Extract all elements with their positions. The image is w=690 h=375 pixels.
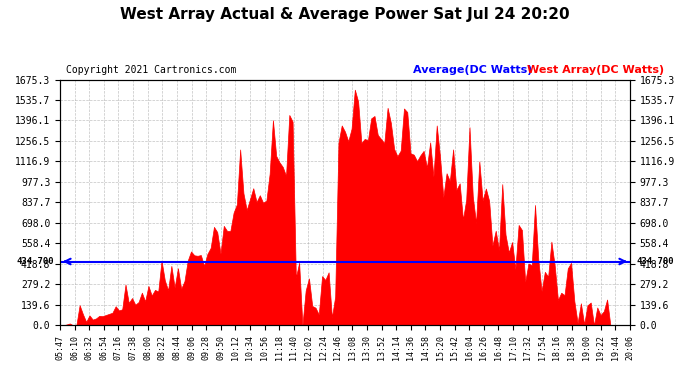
Text: Average(DC Watts): Average(DC Watts) (413, 64, 533, 75)
Text: West Array Actual & Average Power Sat Jul 24 20:20: West Array Actual & Average Power Sat Ju… (120, 8, 570, 22)
Text: 434.700: 434.700 (637, 257, 675, 266)
Text: Copyright 2021 Cartronics.com: Copyright 2021 Cartronics.com (66, 64, 236, 75)
Text: 434.700: 434.700 (17, 257, 55, 266)
Text: West Array(DC Watts): West Array(DC Watts) (527, 64, 664, 75)
